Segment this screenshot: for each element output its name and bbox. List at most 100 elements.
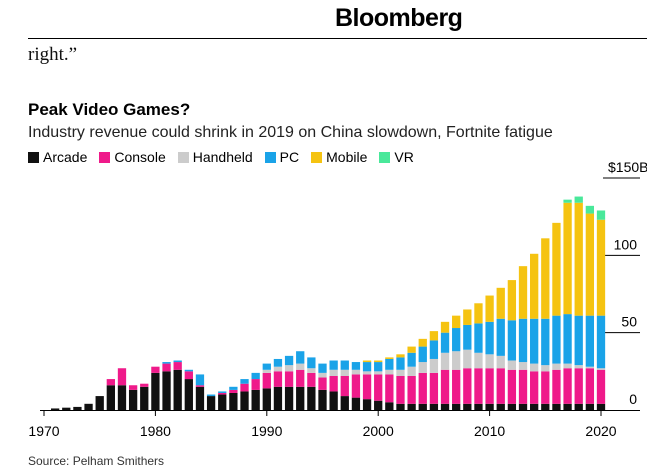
bar-pc-2002 xyxy=(396,357,405,370)
bar-pc-2006 xyxy=(440,332,450,353)
y-tick-label-0: 0 xyxy=(629,391,637,407)
legend-label-handheld: Handheld xyxy=(192,149,253,165)
bar-handheld-2018 xyxy=(574,365,583,369)
bar-console-2005 xyxy=(429,372,439,404)
bar-pc-1992 xyxy=(284,355,294,366)
bar-mobile-2009 xyxy=(474,303,483,324)
bar-console-1986 xyxy=(218,392,227,395)
bar-mobile-2017 xyxy=(563,202,572,315)
bar-console-2015 xyxy=(541,371,550,404)
bar-console-2004 xyxy=(418,372,427,404)
bar-arcade-1973 xyxy=(73,406,82,410)
bar-console-2009 xyxy=(474,368,483,404)
bar-arcade-1987 xyxy=(229,392,238,410)
bloomberg-logo[interactable]: Bloomberg xyxy=(335,4,463,32)
bar-mobile-1999 xyxy=(362,360,372,363)
bar-arcade-1978 xyxy=(128,389,138,410)
legend-label-mobile: Mobile xyxy=(326,149,368,165)
bar-pc-2000 xyxy=(374,362,383,372)
bar-arcade-2016 xyxy=(552,403,561,410)
bar-handheld-2009 xyxy=(474,352,483,369)
bar-arcade-2013 xyxy=(518,403,528,410)
bar-pc-1982 xyxy=(173,360,182,363)
bar-handheld-2020 xyxy=(596,368,606,370)
bar-handheld-1996 xyxy=(329,369,338,376)
bar-handheld-2006 xyxy=(440,352,450,370)
bar-arcade-1993 xyxy=(296,386,305,410)
bar-arcade-1983 xyxy=(184,379,193,410)
bar-pc-1991 xyxy=(273,358,283,367)
bar-pc-1995 xyxy=(318,363,327,373)
bar-handheld-1993 xyxy=(296,363,305,370)
bar-pc-2013 xyxy=(518,318,528,363)
bar-pc-1999 xyxy=(362,362,372,372)
bar-console-1993 xyxy=(296,369,305,387)
legend-item-arcade: Arcade xyxy=(28,149,87,165)
bar-arcade-1972 xyxy=(62,407,71,410)
bar-mobile-2008 xyxy=(463,309,472,325)
bar-arcade-2019 xyxy=(585,403,595,410)
bar-arcade-1982 xyxy=(173,369,182,410)
bar-arcade-1994 xyxy=(307,386,316,410)
bar-arcade-1985 xyxy=(206,396,216,410)
y-tick-label-50: 50 xyxy=(621,314,637,330)
bar-pc-2009 xyxy=(474,323,483,353)
bar-console-2017 xyxy=(563,368,572,404)
bar-arcade-2004 xyxy=(418,403,427,410)
bar-pc-1985 xyxy=(206,394,216,397)
bar-handheld-1990 xyxy=(262,369,271,373)
bar-arcade-1975 xyxy=(95,396,104,410)
bar-handheld-1991 xyxy=(273,366,283,372)
bar-console-1984 xyxy=(195,385,205,387)
bar-console-2003 xyxy=(407,375,416,404)
bar-arcade-1988 xyxy=(240,391,249,410)
bar-pc-2019 xyxy=(585,315,595,367)
bar-vr-2017 xyxy=(563,199,572,203)
bar-console-1997 xyxy=(340,375,349,397)
x-tick-label-1980: 1980 xyxy=(140,423,171,439)
bar-pc-2001 xyxy=(385,358,394,370)
bar-console-1980 xyxy=(151,366,160,373)
bar-arcade-1992 xyxy=(284,386,294,410)
bar-arcade-1998 xyxy=(351,397,361,410)
bar-pc-1988 xyxy=(240,379,249,384)
bar-console-1998 xyxy=(351,374,361,398)
bar-handheld-2000 xyxy=(374,371,383,375)
bar-pc-1981 xyxy=(162,362,171,364)
bar-console-2011 xyxy=(496,368,505,404)
bar-mobile-2007 xyxy=(452,315,461,329)
bar-handheld-1998 xyxy=(351,369,361,375)
legend-swatch-pc xyxy=(264,151,276,163)
bar-arcade-1986 xyxy=(218,394,227,410)
bar-pc-1983 xyxy=(184,369,193,372)
bar-pc-2016 xyxy=(552,315,561,364)
bar-arcade-2017 xyxy=(563,403,572,410)
bar-arcade-1979 xyxy=(140,386,149,410)
bar-mobile-2001 xyxy=(385,357,394,359)
bar-console-2006 xyxy=(440,369,450,404)
bar-console-2000 xyxy=(374,374,383,401)
bar-pc-1993 xyxy=(296,351,305,364)
bar-arcade-1974 xyxy=(84,403,93,410)
legend-swatch-mobile xyxy=(311,151,323,163)
bar-console-2020 xyxy=(596,369,606,404)
bar-console-2001 xyxy=(385,374,394,403)
bar-arcade-1999 xyxy=(362,399,372,410)
bar-pc-2008 xyxy=(463,324,472,350)
bar-pc-1984 xyxy=(195,374,205,386)
bar-handheld-1995 xyxy=(318,372,327,378)
bar-arcade-2001 xyxy=(385,402,394,410)
bar-console-1994 xyxy=(307,372,316,387)
bar-arcade-1976 xyxy=(106,385,115,410)
bar-pc-1996 xyxy=(329,360,338,370)
legend-label-console: Console xyxy=(114,149,166,165)
bar-handheld-1992 xyxy=(284,365,294,372)
bar-console-2018 xyxy=(574,368,583,404)
bar-handheld-2005 xyxy=(429,358,439,373)
chart-title: Peak Video Games? xyxy=(28,100,191,119)
bar-mobile-2006 xyxy=(440,321,450,333)
bar-arcade-2012 xyxy=(507,403,517,410)
bar-pc-2004 xyxy=(418,346,427,363)
bar-arcade-1971 xyxy=(50,408,60,410)
legend-item-console: Console xyxy=(99,149,166,165)
